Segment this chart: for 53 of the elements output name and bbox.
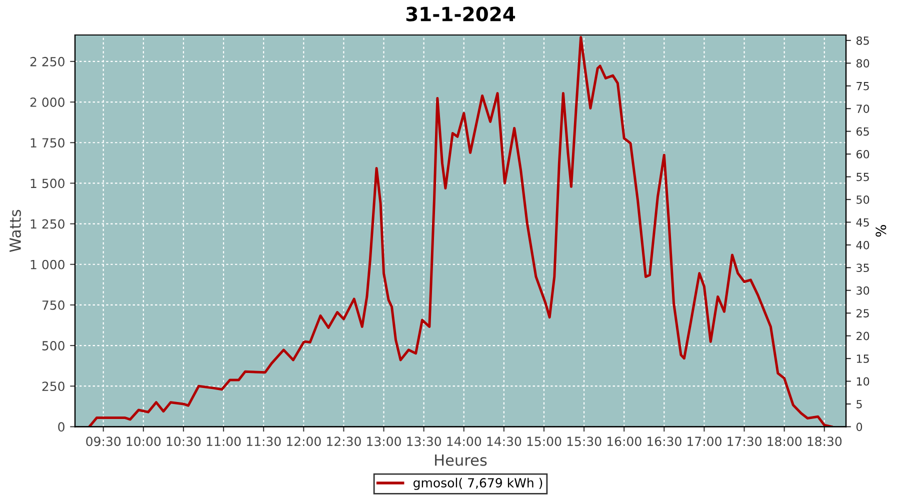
y2-tick-label: 35 [856, 264, 869, 272]
x-tick-label: 17:00 [688, 436, 722, 446]
y2-tick-label: 50 [856, 195, 870, 204]
y2-tick-label: 25 [856, 309, 869, 318]
y2-tick-label: 10 [856, 377, 870, 386]
y-tick-label: 2 250 [30, 56, 64, 66]
x-tick-label: 10:30 [166, 436, 201, 446]
y-tick-label: 1 250 [30, 219, 64, 229]
x-tick-label: 13:00 [367, 436, 401, 446]
y2-tick-label: 30 [856, 286, 870, 295]
y2-axis-title: % [876, 225, 886, 237]
y-tick-label: 500 [42, 341, 64, 350]
y-tick-label: 1 000 [30, 260, 64, 270]
y-tick-label: 1 500 [30, 178, 64, 188]
y-axis-title: Watts [10, 210, 21, 252]
chart-title: 31-1-2024 [406, 6, 516, 22]
y2-tick-label: 85 [856, 36, 869, 45]
x-tick-label: 15:30 [567, 436, 602, 446]
x-tick-label: 12:30 [327, 436, 361, 446]
y-tick-label: 0 [58, 422, 64, 432]
x-tick-label: 16:30 [648, 436, 682, 446]
y2-tick-label: 0 [856, 422, 862, 432]
y2-tick-label: 60 [856, 150, 870, 158]
legend-label: gmosol( 7,679 kWh ) [414, 478, 542, 490]
x-tick-label: 14:30 [487, 436, 522, 446]
x-tick-label: 17:30 [728, 436, 762, 446]
y2-tick-label: 20 [856, 332, 870, 340]
y2-tick-label: 5 [856, 400, 862, 408]
y-tick-label: 750 [42, 300, 64, 310]
y2-tick-label: 15 [856, 354, 869, 363]
x-tick-label: 09:30 [86, 436, 121, 446]
line-series [88, 36, 833, 427]
y-tick-label: 250 [42, 382, 64, 392]
x-tick-label: 16:00 [607, 436, 642, 446]
y2-tick-label: 40 [856, 240, 870, 250]
x-tick-label: 15:00 [527, 436, 562, 446]
x-tick-label: 18:30 [808, 436, 842, 446]
y2-tick-label: 75 [856, 82, 869, 90]
x-tick-label: 14:00 [447, 436, 482, 446]
y2-tick-label: 80 [856, 59, 870, 68]
y2-tick-label: 65 [856, 127, 869, 136]
x-tick-label: 11:30 [246, 436, 281, 446]
x-tick-label: 13:30 [407, 436, 441, 446]
x-tick-label: 18:00 [768, 436, 802, 446]
y-tick-label: 2 000 [30, 98, 64, 107]
x-axis-title: Heures [435, 454, 487, 466]
y-tick-label: 1 750 [30, 138, 64, 148]
x-tick-label: 11:00 [206, 436, 241, 446]
y2-tick-label: 55 [856, 172, 869, 182]
x-tick-label: 12:00 [287, 436, 321, 446]
x-tick-label: 10:00 [126, 436, 161, 446]
y2-tick-label: 70 [856, 104, 870, 113]
y2-tick-label: 45 [856, 218, 869, 227]
